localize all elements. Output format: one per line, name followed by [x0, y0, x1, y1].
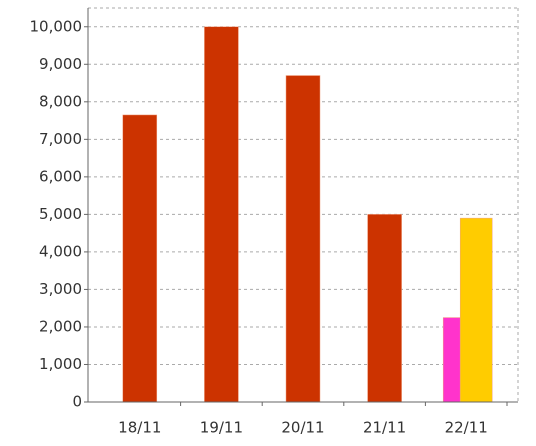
y-tick-label: 7,000 [39, 130, 82, 148]
x-tick-label: 20/11 [281, 419, 324, 437]
y-tick-label: 6,000 [39, 167, 82, 185]
bar [122, 114, 158, 403]
x-tick-label: 19/11 [200, 419, 243, 437]
y-tick-label: 10,000 [30, 17, 83, 35]
x-tick-label: 21/11 [363, 419, 406, 437]
bar [459, 217, 493, 403]
y-tick-label: 5,000 [39, 205, 82, 223]
y-tick-label: 4,000 [39, 242, 82, 260]
bar [442, 317, 461, 403]
bar [204, 26, 239, 403]
x-tick-label: 18/11 [118, 419, 161, 437]
x-tick-label: 22/11 [445, 419, 488, 437]
y-tick-label: 2,000 [39, 317, 82, 335]
y-tick-label: 9,000 [39, 55, 82, 73]
y-tick-label: 0 [72, 393, 82, 411]
bar [285, 75, 321, 403]
y-tick-label: 1,000 [39, 355, 82, 373]
bar [367, 214, 402, 403]
y-tick-label: 3,000 [39, 280, 82, 298]
y-tick-label: 8,000 [39, 92, 82, 110]
